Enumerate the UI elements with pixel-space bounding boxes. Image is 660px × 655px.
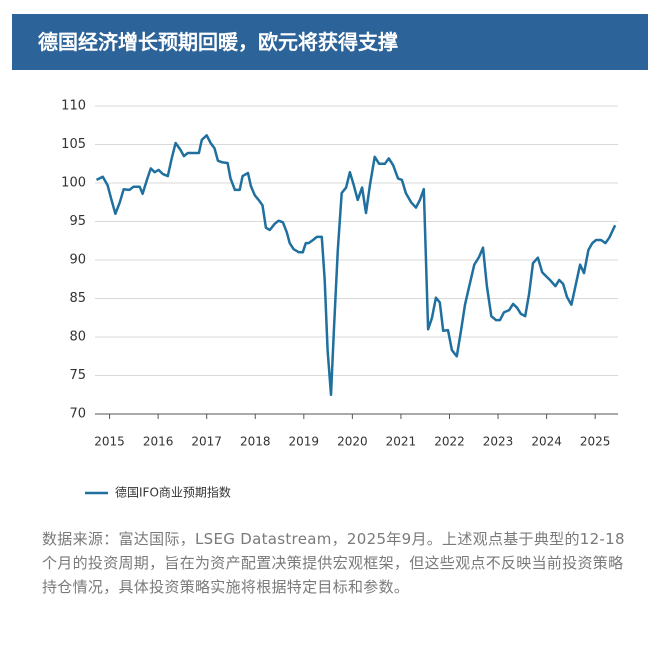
x-tick-label: 2017: [191, 435, 222, 449]
y-tick-label: 70: [69, 407, 86, 422]
x-tick-label: 2022: [434, 435, 465, 449]
x-tick-label: 2021: [386, 435, 417, 449]
footnote: 数据来源：富达国际，LSEG Datastream，2025年9月。上述观点基于…: [42, 530, 625, 596]
x-tick-label: 2018: [240, 435, 271, 449]
y-tick-label: 105: [61, 137, 86, 152]
x-tick-label: 2025: [580, 435, 611, 449]
legend-label: 德国IFO商业预期指数: [115, 485, 231, 500]
y-tick-label: 110: [61, 99, 86, 114]
x-tick-label: 2020: [337, 435, 368, 449]
y-tick-label: 95: [69, 214, 86, 229]
header-bar: 德国经济增长预期回暖，欧元将获得支撑: [12, 14, 648, 70]
x-tick-label: 2015: [94, 435, 125, 449]
y-tick-label: 100: [61, 176, 86, 191]
y-tick-label: 85: [69, 291, 86, 306]
y-tick-label: 80: [69, 330, 86, 345]
x-tick-label: 2023: [483, 435, 514, 449]
x-tick-label: 2016: [143, 435, 174, 449]
y-tick-label: 75: [69, 368, 86, 383]
data-line: [95, 134, 617, 397]
y-tick-label: 90: [69, 253, 86, 268]
x-tick-label: 2019: [289, 435, 320, 449]
x-tick-label: 2024: [531, 435, 562, 449]
chart-title: 德国经济增长预期回暖，欧元将获得支撑: [38, 30, 398, 54]
